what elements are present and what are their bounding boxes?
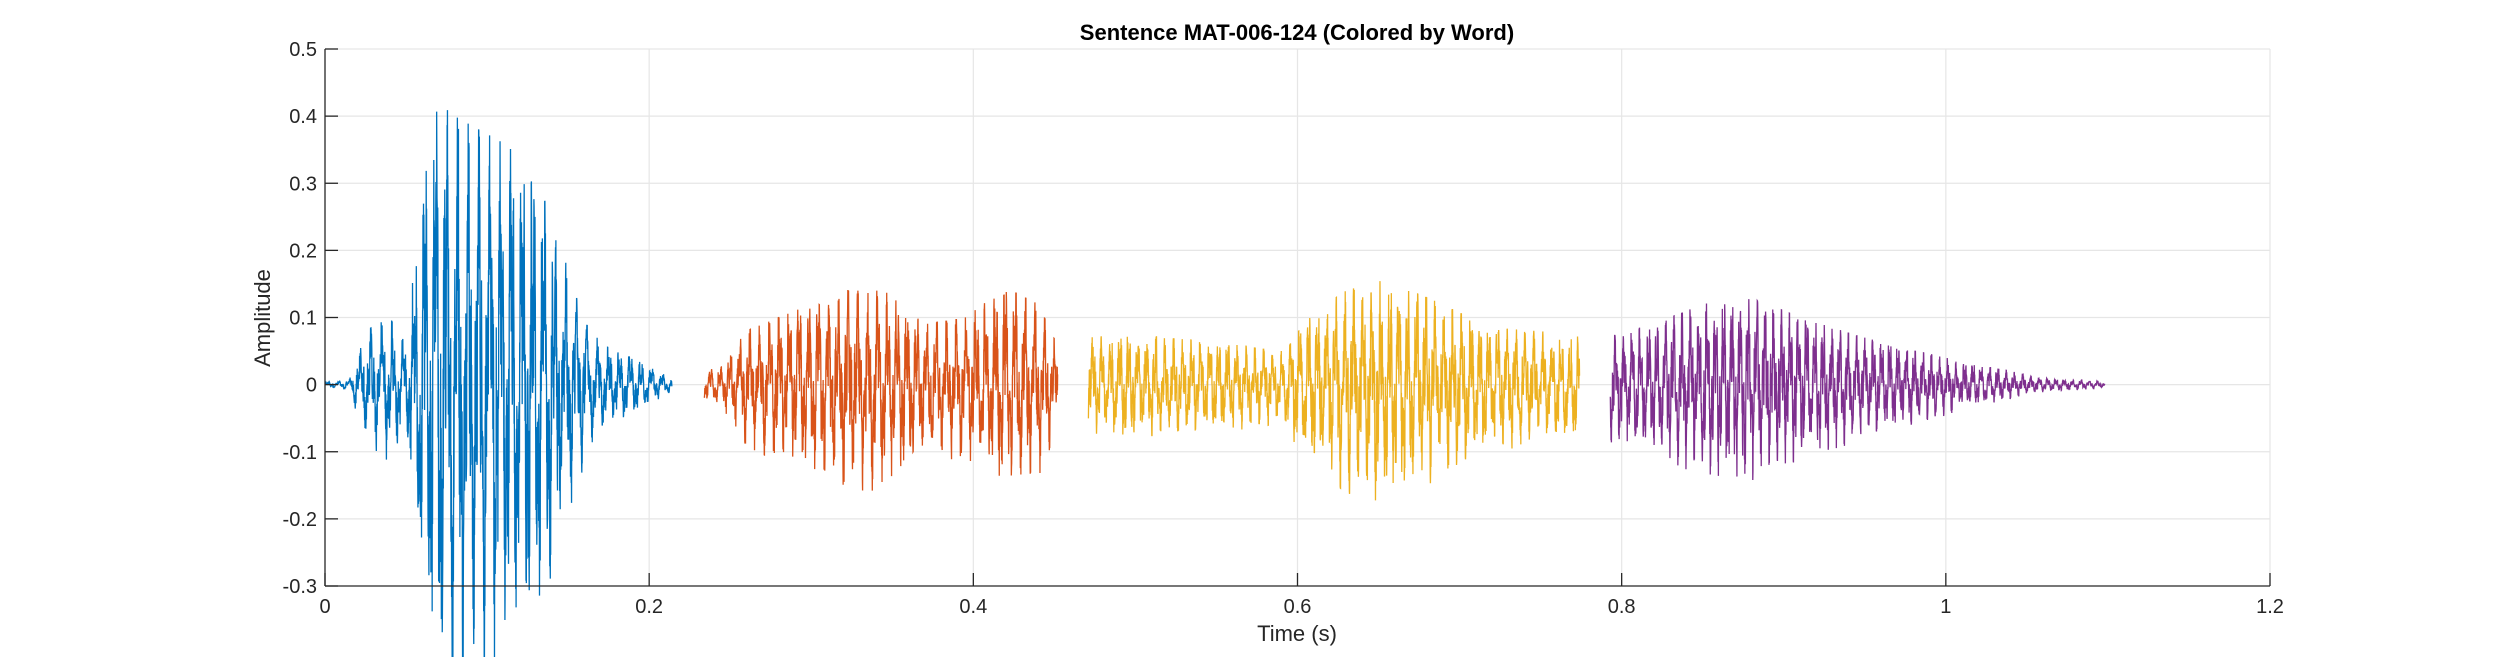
chart-title: Sentence MAT-006-124 (Colored by Word) (1080, 20, 1514, 45)
y-tick-label: -0.2 (283, 509, 317, 531)
x-tick-label: 1 (1940, 596, 1951, 618)
series-layer (324, 110, 2106, 657)
y-tick-label: 0.3 (289, 173, 317, 195)
x-tick-label: 0.4 (959, 596, 987, 618)
y-axis-label: Amplitude (250, 269, 275, 367)
waveform-segment-1 (324, 110, 673, 657)
x-tick-label: 0.8 (1608, 596, 1636, 618)
y-tick-label: 0.2 (289, 240, 317, 262)
x-tick-label: 0.6 (1284, 596, 1312, 618)
y-tick-label: -0.3 (283, 576, 317, 598)
waveform-segment-2 (703, 290, 1059, 491)
y-tick-label: 0.4 (289, 106, 317, 128)
axes (324, 48, 2271, 587)
y-tick-label: 0 (306, 375, 317, 397)
waveform-segment-4 (1609, 298, 2106, 481)
x-tick-label: 0 (319, 596, 330, 618)
y-tick-label: 0.5 (289, 39, 317, 61)
y-tick-label: 0.1 (289, 308, 317, 330)
x-axis-label: Time (s) (1257, 621, 1337, 646)
y-tick-label: -0.1 (283, 442, 317, 464)
waveform-segment-3 (1087, 281, 1581, 501)
tick-labels: 0 0.2 0.4 0.6 0.8 1 1.2 -0.3 -0.2 -0.1 0 0.1 0.2 0.3 0… (283, 39, 2284, 618)
x-tick-label: 0.2 (635, 596, 663, 618)
x-tick-label: 1.2 (2256, 596, 2284, 618)
